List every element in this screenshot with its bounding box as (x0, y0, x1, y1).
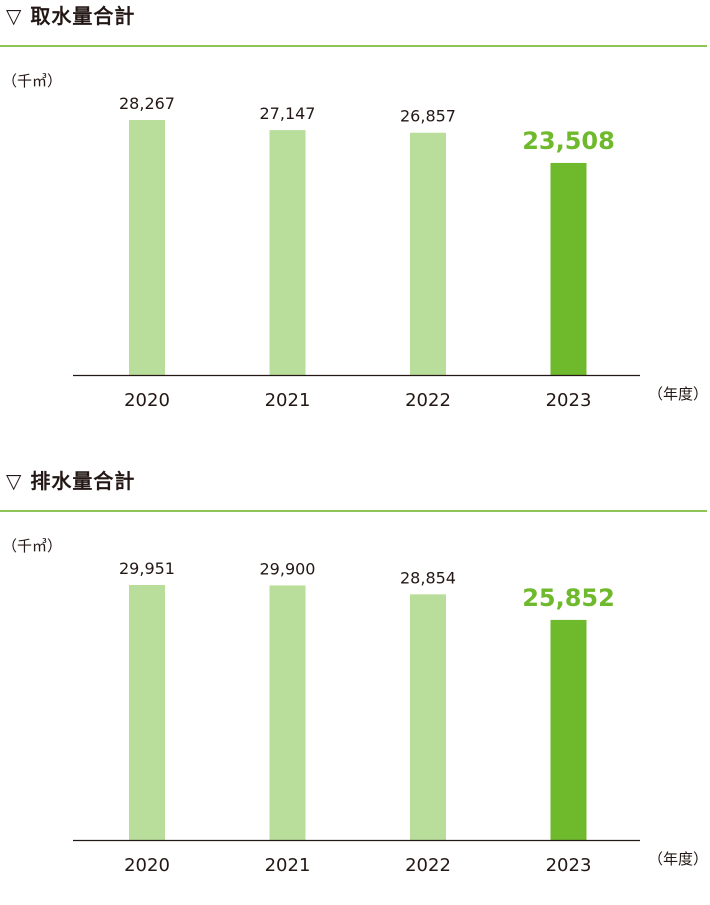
bar-2020 (129, 585, 165, 840)
x-tick-label-2023: 2023 (546, 855, 592, 876)
bar-2020 (129, 120, 165, 375)
bar-2023 (550, 162, 587, 375)
data-label-2023: 23,508 (522, 127, 615, 155)
x-tick-label-2022: 2022 (405, 855, 451, 876)
chart-title: ▽ 排水量合計 (6, 469, 136, 493)
x-tick-label-2022: 2022 (405, 390, 451, 411)
x-axis-unit: （年度） (648, 385, 709, 403)
x-tick-label-2021: 2021 (265, 390, 311, 411)
bar-plot: 29,951 2020 29,900 2021 28,854 2022 25,852 2023 (73, 559, 640, 876)
data-label-2020: 28,267 (119, 94, 175, 113)
x-tick-label-2023: 2023 (546, 390, 592, 411)
data-label-2021: 27,147 (260, 104, 316, 123)
y-axis-unit: （千㎥） (2, 537, 63, 555)
bar-2023 (550, 619, 587, 840)
bar-2022 (410, 594, 446, 840)
bar-2021 (269, 130, 306, 375)
chart-title: ▽ 取水量合計 (6, 4, 136, 28)
bar-2021 (269, 585, 306, 840)
bar-2022 (410, 132, 446, 375)
title-divider (0, 45, 707, 47)
x-axis-unit: （年度） (648, 850, 709, 868)
data-label-2020: 29,951 (119, 559, 175, 578)
x-tick-label-2021: 2021 (265, 855, 311, 876)
data-label-2021: 29,900 (260, 559, 316, 578)
data-label-2023: 25,852 (522, 584, 615, 612)
bar-plot: 28,267 2020 27,147 2021 26,857 2022 23,508 2023 (73, 94, 640, 411)
y-axis-unit: （千㎥） (2, 72, 63, 90)
title-divider (0, 510, 707, 512)
x-tick-label-2020: 2020 (124, 855, 170, 876)
data-label-2022: 26,857 (400, 107, 456, 126)
x-tick-label-2020: 2020 (124, 390, 170, 411)
water-intake-chart: ▽ 取水量合計 （千㎥） （年度） 28,267 2020 27,147 2021 26… (0, 0, 710, 440)
data-label-2022: 28,854 (400, 568, 456, 587)
water-discharge-chart: ▽ 排水量合計 （千㎥） （年度） 29,951 2020 29,900 2021 28… (0, 465, 710, 905)
